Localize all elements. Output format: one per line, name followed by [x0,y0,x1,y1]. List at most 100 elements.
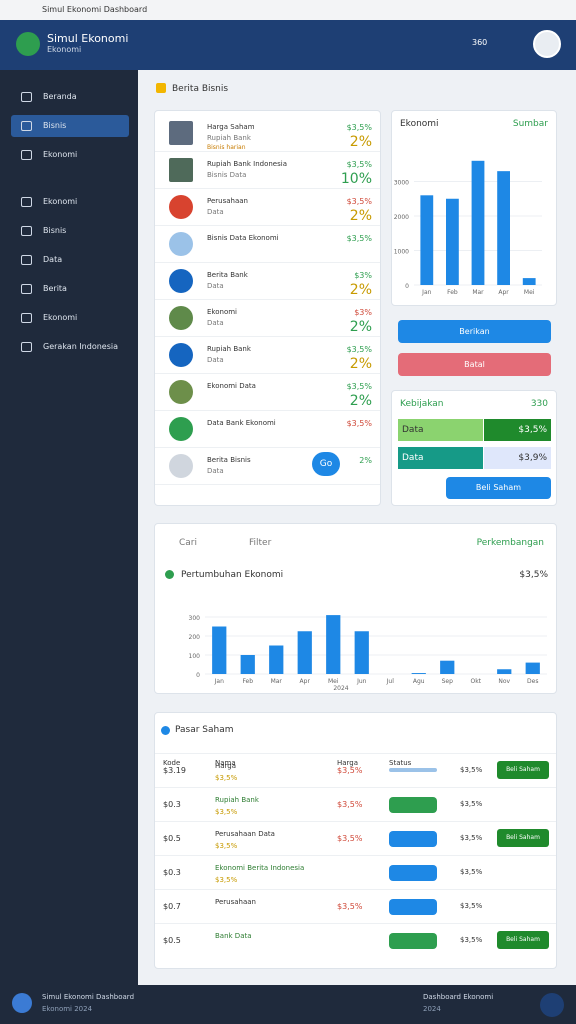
section-icon [161,726,170,735]
news-sub: Rupiah Bank [207,134,251,142]
nav-item[interactable]: Bisnis [11,115,129,137]
chart-card: Ekonomi Sumbar 0 1000 2000 3000 Jan Feb Mar Apr… [391,110,557,306]
action-button[interactable]: Beli Saham [497,829,549,847]
avatar[interactable] [533,30,561,58]
x-tick-label: Nov [498,678,510,685]
nav-item[interactable]: Beranda [11,86,129,108]
news-value: $3,5% [346,123,372,132]
thumbnail [169,195,193,219]
thumbnail [169,269,193,293]
stock-rating: $3,5% [215,774,238,782]
news-value: $3% [354,271,372,280]
news-title: Perusahaan [207,197,248,205]
bar [269,645,284,674]
x-tick-label: Apr [498,289,509,296]
news-sub: Bisnis Data [207,171,247,179]
news-change: 2% [349,282,372,298]
news-change: 2% [349,208,372,224]
stocks-title: Pasar Saham [175,725,234,735]
stock-price: $3,5% [337,902,363,911]
nav-item[interactable]: Gerakan Indonesia [11,336,129,358]
news-value: $3,5% [346,160,372,169]
growth-link[interactable]: Perkembangan [476,538,544,548]
search[interactable]: Cari [179,538,197,548]
tab-title[interactable]: Simul Ekonomi Dashboard [42,5,148,14]
action-button[interactable]: Beli Saham [497,761,549,779]
nav-label: Beranda [43,92,77,101]
x-tick-label: Des [527,678,538,685]
thumbnail [169,306,193,330]
y-tick-label: 200 [189,634,201,641]
x-tick-label: Jun [356,678,367,685]
stock-name: Harga [215,762,237,770]
y-tick-label: 100 [189,653,201,660]
chat-button[interactable] [540,993,564,1017]
column-header: Harga [337,759,359,767]
stock-row: $0.3 Ekonomi Berita Indonesia $3,5% $3,5% [155,855,556,889]
stock-row: $0.3 Rupiah Bank $3,5% $3,5% $3,5% [155,787,556,821]
stock-row: $0.5 Perusahaan Data $3,5% $3,5% $3,5% Beli S… [155,821,556,855]
column-header: Status [389,759,412,767]
nav-item[interactable]: Bisnis [11,220,129,242]
chart-link[interactable]: Sumbar [512,119,548,129]
status-bar [389,933,437,949]
news-row: Berita Bank Data $3% 2% [155,263,380,300]
nav-item[interactable]: Data [11,249,129,271]
bar [440,660,455,674]
news-row: Rupiah Bank Data $3,5% 2% [155,337,380,374]
stock-rating: $3,5% [215,876,238,884]
x-tick-label: Mei [328,678,339,685]
nav-label: Bisnis [43,121,67,130]
stock-price: $3,5% [337,800,363,809]
nav-icon [21,226,32,236]
notifications[interactable]: 360 [472,38,488,47]
thumbnail [169,454,193,478]
nav-item[interactable]: Ekonomi [11,307,129,329]
x-tick-label: Jan [421,289,431,296]
news-title: Data Bank Ekonomi [207,419,276,427]
status-bar [389,768,437,772]
nav-icon [21,150,32,160]
nav-item[interactable]: Berita [11,278,129,300]
nav-item[interactable]: Ekonomi [11,191,129,213]
nav-label: Berita [43,284,67,293]
news-row: Harga Saham Rupiah Bank Bisnis harian $3,5%… [155,115,380,152]
stock-price: $3,5% [337,766,363,775]
news-value: $3,5% [346,382,372,391]
buy-button[interactable]: Beli Saham [446,477,551,499]
filter[interactable]: Filter [249,538,272,548]
footer-logo [12,993,32,1013]
y-tick-label: 2000 [394,214,409,221]
growth-card: Cari Filter Perkembangan Pertumbuhan Eko… [154,523,557,694]
x-axis-label: 2024 [333,685,348,692]
bar [354,631,369,674]
news-change: 2% [349,134,372,150]
market-badge: 330 [530,399,548,409]
news-change: 2% [349,319,372,335]
primary-button[interactable]: Berikan [398,320,551,343]
stock-code: $3.19 [163,766,186,775]
bar [497,669,512,674]
x-tick-label: Jul [386,678,395,685]
nav-icon [21,92,32,102]
stock-name: Perusahaan Data [215,830,275,838]
stock-name: Bank Data [215,932,252,940]
nav-icon [21,255,32,265]
nav-icon [21,197,32,207]
bar [212,626,227,674]
action-button[interactable]: Beli Saham [497,931,549,949]
secondary-button[interactable]: Batal [398,353,551,376]
nav-item[interactable]: Ekonomi [11,144,129,166]
news-title: Berita Bank [207,271,248,279]
news-title: Rupiah Bank Indonesia [207,160,287,168]
stock-code: $0.7 [163,902,181,911]
x-tick-label: Mei [524,289,535,296]
market-cell: Data [398,447,483,469]
y-tick-label: 3000 [394,180,409,187]
news-row: Ekonomi Data $3,5% 2% [155,374,380,411]
bar [411,673,426,674]
news-button[interactable]: Go [312,452,340,476]
nav-icon [21,342,32,352]
news-title: Ekonomi Data [207,382,256,390]
